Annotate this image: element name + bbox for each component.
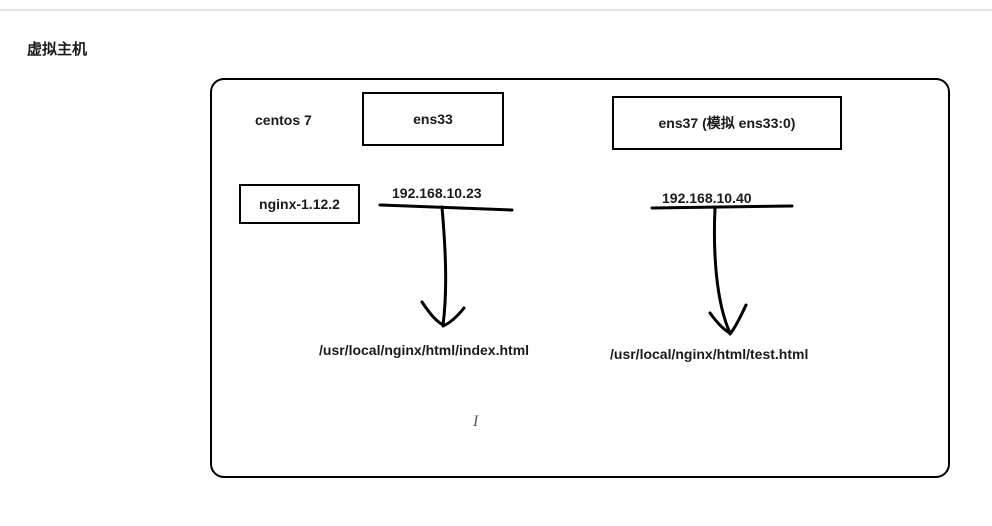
interface-label-ens33: ens33 xyxy=(413,111,453,127)
arrow-head-2b xyxy=(730,305,746,334)
top-divider xyxy=(0,9,992,11)
interface-box-ens37: ens37 (模拟 ens33:0) xyxy=(612,96,842,150)
interface-box-ens33: ens33 xyxy=(362,92,504,146)
path-label-2: /usr/local/nginx/html/test.html xyxy=(610,346,808,362)
arrow-head-2a xyxy=(710,313,730,333)
os-label: centos 7 xyxy=(255,112,312,128)
path-label-1: /usr/local/nginx/html/index.html xyxy=(319,342,529,358)
nginx-box: nginx-1.12.2 xyxy=(239,184,360,224)
arrow-shaft-1 xyxy=(442,207,446,325)
ip-label-2: 192.168.10.40 xyxy=(662,190,752,206)
arrow-shaft-2 xyxy=(714,208,730,333)
arrow-head-1b xyxy=(443,308,464,326)
text-cursor-icon: I xyxy=(473,413,478,431)
interface-label-ens37: ens37 (模拟 ens33:0) xyxy=(659,113,796,133)
arrow-head-1a xyxy=(422,302,443,325)
diagram-title: 虚拟主机 xyxy=(27,38,87,59)
nginx-label: nginx-1.12.2 xyxy=(259,196,340,212)
ip-underline-2 xyxy=(652,206,792,208)
outer-container: centos 7 ens33 ens37 (模拟 ens33:0) nginx-… xyxy=(210,78,950,478)
ip-label-1: 192.168.10.23 xyxy=(392,185,482,201)
ip-underline-1 xyxy=(380,205,512,210)
